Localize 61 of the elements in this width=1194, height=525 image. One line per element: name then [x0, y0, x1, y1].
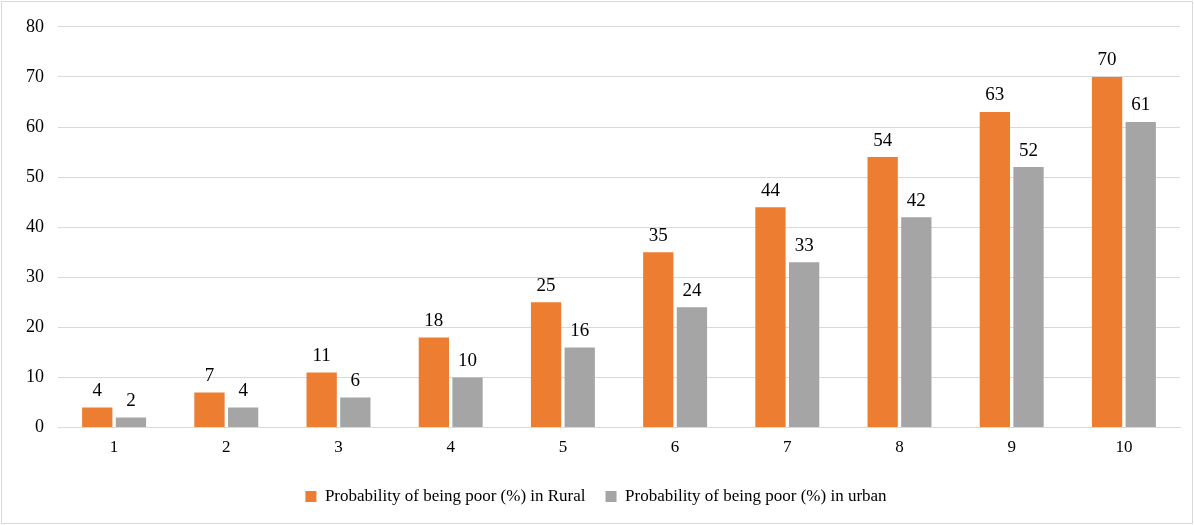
data-label: 70	[1097, 48, 1117, 70]
y-tick-label: 20	[26, 316, 44, 337]
data-label: 10	[458, 348, 478, 370]
bar	[979, 111, 1011, 428]
data-label: 6	[350, 369, 361, 391]
x-tick-label: 8	[895, 437, 904, 457]
bar	[901, 217, 932, 428]
data-label: 4	[238, 379, 249, 401]
bar	[530, 302, 562, 428]
bar	[194, 392, 225, 428]
y-tick-label: 50	[26, 165, 44, 186]
legend-label: Probability of being poor (%) in Rural	[324, 485, 586, 505]
x-tick-label: 2	[222, 437, 231, 457]
data-label: 4	[92, 379, 103, 401]
x-tick-label: 9	[1007, 437, 1016, 457]
data-label: 44	[760, 178, 781, 200]
bar	[306, 372, 337, 428]
data-label: 11	[312, 343, 331, 365]
data-label: 33	[794, 233, 814, 255]
y-tick-label: 70	[26, 65, 44, 86]
data-label: 63	[985, 83, 1005, 105]
bar	[1091, 76, 1123, 428]
bar	[564, 347, 595, 428]
data-label: 16	[570, 318, 590, 340]
bar	[676, 307, 708, 428]
y-tick-label: 0	[35, 416, 44, 437]
data-label: 61	[1131, 93, 1151, 115]
x-tick-label: 7	[783, 437, 793, 457]
y-tick-label: 40	[26, 215, 44, 236]
bar	[643, 252, 674, 428]
bar	[452, 377, 483, 428]
x-tick-label: 3	[334, 437, 343, 457]
legend-label: Probability of being poor (%) in urban	[625, 485, 888, 505]
bar	[1013, 167, 1044, 428]
data-label: 25	[536, 273, 556, 295]
data-label: 7	[204, 364, 215, 386]
data-label: 54	[873, 128, 893, 150]
data-label: 35	[648, 223, 668, 245]
data-label: 24	[682, 278, 702, 300]
bar	[788, 262, 820, 428]
bar	[115, 417, 147, 428]
y-tick-label: 10	[26, 366, 44, 387]
x-tick-label: 5	[558, 437, 568, 457]
x-tick-label: 1	[109, 437, 119, 457]
bar	[418, 337, 450, 428]
data-label: 52	[1019, 138, 1039, 160]
data-label: 18	[424, 308, 444, 330]
data-label: 2	[126, 389, 136, 411]
bar	[1125, 121, 1156, 428]
bar	[755, 207, 786, 428]
y-tick-label: 60	[26, 115, 44, 136]
bar	[82, 407, 113, 428]
y-tick-label: 30	[26, 266, 44, 287]
x-tick-label: 4	[446, 437, 456, 457]
data-label: 42	[906, 188, 926, 210]
x-tick-label: 10	[1115, 437, 1133, 457]
y-tick-label: 80	[26, 15, 44, 36]
bar	[340, 397, 371, 428]
x-tick-label: 6	[670, 437, 680, 457]
bar	[867, 157, 898, 428]
bar	[227, 407, 259, 428]
